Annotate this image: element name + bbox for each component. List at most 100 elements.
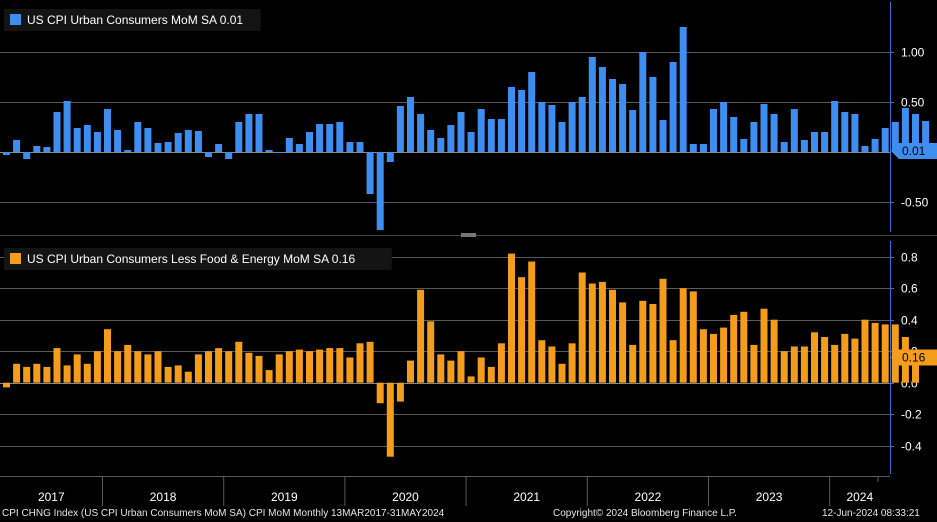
bar: [578, 97, 586, 152]
bar: [699, 329, 707, 383]
bar: [518, 90, 526, 152]
bar: [114, 130, 122, 152]
bar: [396, 106, 404, 152]
bar: [437, 354, 445, 383]
bar: [104, 109, 111, 152]
bar: [83, 125, 91, 152]
bar: [174, 365, 182, 383]
bar: [912, 357, 919, 383]
bar: [821, 337, 829, 383]
y-tick-label: 1.00: [901, 46, 925, 60]
bar: [508, 253, 515, 383]
bar: [659, 278, 667, 383]
bar: [558, 363, 566, 383]
bar: [205, 351, 212, 383]
bar: [548, 346, 556, 383]
bar: [568, 102, 576, 152]
bar: [154, 143, 162, 152]
bar: [255, 355, 263, 383]
bar: [235, 122, 243, 152]
bar: [871, 139, 879, 152]
bar: [912, 114, 919, 152]
bar: [518, 277, 526, 383]
bar: [457, 351, 465, 383]
bar: [326, 348, 334, 383]
x-tick-label: 2020: [392, 490, 419, 504]
bar: [467, 376, 475, 383]
bar: [831, 101, 839, 152]
bar: [33, 363, 41, 383]
bar: [679, 27, 687, 152]
bar: [396, 382, 404, 402]
bar: [336, 122, 344, 152]
bar: [750, 344, 758, 383]
bar: [669, 62, 677, 152]
bar: [316, 124, 324, 152]
bar: [194, 131, 202, 152]
bar: [164, 142, 172, 152]
bar: [528, 261, 536, 383]
bar: [386, 382, 394, 457]
bar: [43, 366, 51, 383]
bar: [265, 150, 273, 152]
bar: [558, 122, 566, 152]
last-value-marker: [891, 349, 937, 366]
legend-swatch: [10, 14, 21, 25]
bar: [215, 348, 223, 383]
bar: [467, 132, 475, 152]
x-tick-label: 2024: [846, 490, 873, 504]
bar: [23, 366, 31, 383]
bar: [689, 291, 697, 383]
bar: [285, 351, 293, 383]
bar: [901, 108, 909, 152]
bar: [265, 370, 273, 383]
bar: [639, 300, 647, 383]
bar: [922, 121, 930, 152]
bar: [184, 371, 192, 383]
bar: [417, 289, 425, 383]
bar: [841, 112, 849, 152]
bar: [447, 125, 455, 152]
bar: [346, 142, 354, 152]
bar: [366, 152, 374, 194]
bar: [275, 354, 283, 383]
bar: [780, 142, 788, 152]
legend-swatch: [10, 253, 21, 264]
footer: CPI CHNG Index (US CPI Urban Consumers M…: [0, 506, 937, 522]
bar: [639, 52, 647, 152]
y-tick-label: -0.2: [901, 408, 922, 422]
bar: [487, 119, 495, 152]
y-tick-label: 0.4: [901, 314, 918, 328]
x-tick-label: 2018: [150, 490, 177, 504]
bar: [619, 302, 627, 383]
bar: [437, 138, 445, 152]
bar: [134, 351, 142, 383]
bar: [386, 152, 394, 162]
bar: [174, 133, 182, 152]
bar: [13, 363, 21, 383]
bar: [710, 109, 717, 152]
bar: [205, 152, 212, 157]
bar: [811, 332, 818, 383]
legend-label: US CPI Urban Consumers Less Food & Energ…: [27, 252, 355, 266]
bar: [588, 57, 596, 152]
bar: [851, 114, 859, 152]
footer-timestamp: 12-Jun-2024 08:33:21: [822, 508, 920, 519]
bar: [750, 122, 758, 152]
bar: [306, 351, 313, 383]
bar: [770, 114, 778, 152]
last-value-marker: [891, 143, 937, 159]
bar: [295, 349, 303, 383]
legend-box: [4, 9, 261, 31]
bar: [790, 109, 798, 152]
bar: [619, 84, 627, 152]
bar: [730, 117, 738, 152]
bar: [881, 128, 889, 152]
bar: [144, 354, 152, 383]
bar: [720, 102, 728, 152]
x-tick-label: 2017: [38, 490, 65, 504]
y-tick-label: 0.50: [901, 96, 925, 110]
bar: [3, 382, 10, 388]
bar: [699, 144, 707, 152]
legend-box: [4, 248, 392, 270]
